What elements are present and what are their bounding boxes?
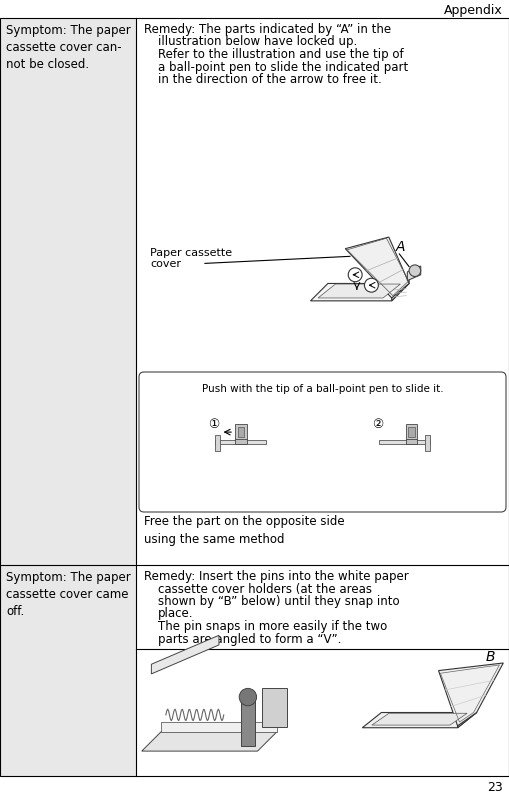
Text: Remedy: The parts indicated by “A” in the: Remedy: The parts indicated by “A” in th… (144, 23, 391, 36)
Text: parts are angled to form a “V”.: parts are angled to form a “V”. (158, 633, 342, 646)
Bar (426, 435, 430, 451)
Circle shape (239, 689, 257, 705)
Bar (0, 565, 136, 776)
Bar (406, 425, 417, 440)
Polygon shape (142, 732, 277, 751)
Bar (238, 427, 244, 437)
Bar (406, 439, 417, 444)
Text: Symptom: The paper
cassette cover can-
not be closed.: Symptom: The paper cassette cover can- n… (6, 24, 131, 71)
Text: B: B (485, 650, 495, 664)
Polygon shape (407, 266, 421, 281)
Polygon shape (151, 635, 219, 674)
Text: Refer to the illustration and use the tip of: Refer to the illustration and use the ti… (158, 48, 404, 61)
Bar (235, 439, 247, 444)
Text: The pin snaps in more easily if the two: The pin snaps in more easily if the two (158, 620, 387, 633)
Text: A: A (395, 240, 405, 254)
Polygon shape (318, 284, 401, 298)
Bar (235, 425, 247, 440)
Text: cassette cover holders (at the areas: cassette cover holders (at the areas (158, 583, 372, 595)
Text: Remedy: Insert the pins into the white paper: Remedy: Insert the pins into the white p… (144, 570, 409, 583)
Bar (215, 440, 266, 444)
Polygon shape (345, 237, 409, 298)
Polygon shape (439, 663, 503, 726)
Text: ②: ② (372, 417, 383, 430)
Text: Appendix: Appendix (444, 4, 503, 17)
Polygon shape (161, 722, 277, 732)
Text: Free the part on the opposite side
using the same method: Free the part on the opposite side using… (144, 515, 345, 546)
Polygon shape (310, 283, 409, 301)
Bar (241, 698, 255, 746)
Bar (408, 427, 414, 437)
Bar (136, 565, 509, 776)
Text: Symptom: The paper
cassette cover came
off.: Symptom: The paper cassette cover came o… (6, 571, 131, 618)
Circle shape (364, 279, 378, 292)
Text: Push with the tip of a ball-point pen to slide it.: Push with the tip of a ball-point pen to… (202, 384, 443, 394)
FancyBboxPatch shape (139, 372, 506, 512)
Polygon shape (372, 713, 467, 725)
Text: in the direction of the arrow to free it.: in the direction of the arrow to free it… (158, 73, 382, 86)
Polygon shape (392, 278, 409, 301)
Text: shown by “B” below) until they snap into: shown by “B” below) until they snap into (158, 595, 400, 608)
Polygon shape (458, 707, 476, 728)
Text: illustration below have locked up.: illustration below have locked up. (158, 35, 357, 49)
Bar (0, 18, 136, 565)
Text: ①: ① (208, 417, 219, 430)
Text: 23: 23 (487, 781, 503, 794)
Polygon shape (362, 713, 476, 728)
Circle shape (348, 268, 362, 282)
Circle shape (409, 265, 421, 276)
Bar (262, 689, 287, 727)
Bar (215, 435, 220, 451)
Text: Paper cassette
cover: Paper cassette cover (150, 247, 232, 269)
Text: place.: place. (158, 607, 193, 621)
Bar (379, 440, 430, 444)
Bar (136, 18, 509, 565)
Text: a ball-point pen to slide the indicated part: a ball-point pen to slide the indicated … (158, 61, 408, 73)
